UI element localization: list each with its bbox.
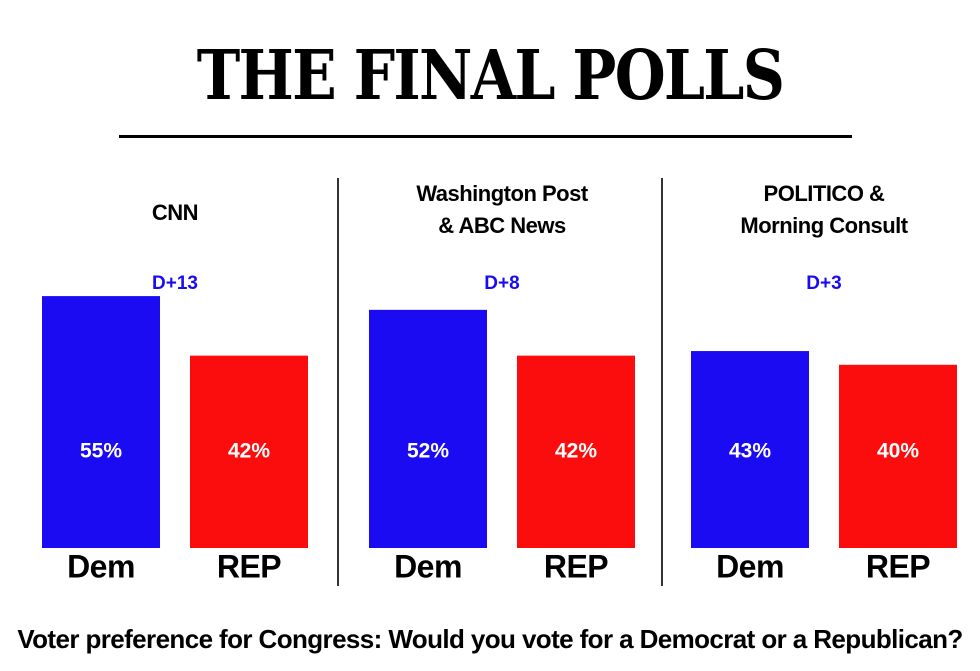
rep-bar bbox=[839, 364, 957, 548]
bar-value-label: 40% bbox=[877, 440, 919, 463]
bar-value-label: 52% bbox=[407, 440, 449, 463]
rep-bar bbox=[190, 355, 308, 548]
dem-bar bbox=[42, 296, 160, 548]
category-label: REP bbox=[866, 548, 930, 584]
margin-label: D+3 bbox=[806, 273, 841, 294]
category-label: Dem bbox=[716, 548, 784, 584]
dem-bar bbox=[369, 309, 487, 548]
bar-value-label: 43% bbox=[729, 440, 771, 463]
rep-bar bbox=[517, 355, 635, 548]
panel-title: Washington Post bbox=[416, 181, 589, 206]
panel-title: POLITICO & bbox=[764, 181, 886, 206]
bar-value-label: 55% bbox=[80, 440, 122, 463]
bar-value-label: 42% bbox=[555, 440, 597, 463]
chart-title: THE FINAL POLLS bbox=[196, 36, 785, 116]
title-underline bbox=[119, 135, 852, 138]
dem-bar bbox=[691, 351, 809, 548]
bar-value-label: 42% bbox=[228, 440, 270, 463]
margin-label: D+8 bbox=[484, 273, 519, 294]
category-label: Dem bbox=[394, 548, 462, 584]
category-label: REP bbox=[544, 548, 608, 584]
margin-label: D+13 bbox=[152, 273, 198, 294]
category-label: Dem bbox=[67, 548, 135, 584]
panel-title: CNN bbox=[152, 200, 198, 225]
category-label: REP bbox=[217, 548, 281, 584]
panel-title: & ABC News bbox=[438, 213, 566, 238]
chart-caption: Voter preference for Congress: Would you… bbox=[17, 624, 963, 654]
panel-title: Morning Consult bbox=[740, 213, 908, 238]
